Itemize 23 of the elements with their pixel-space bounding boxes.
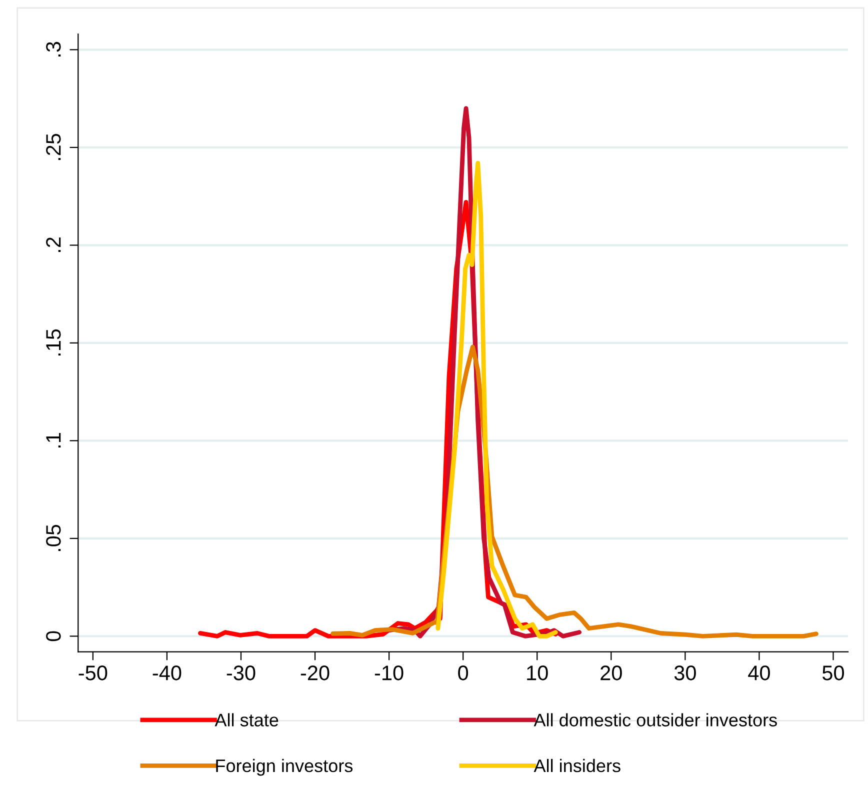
x-tick-label: -40 xyxy=(152,666,182,680)
x-tick-label: 50 xyxy=(822,666,844,680)
x-tick-label: 20 xyxy=(600,666,622,680)
legend-label: All insiders xyxy=(534,758,620,772)
x-tick-label: 30 xyxy=(674,666,696,680)
x-tick-label: 10 xyxy=(527,666,548,680)
y-tick-label: .3 xyxy=(46,42,61,56)
y-tick-label: .15 xyxy=(46,329,61,356)
legend-label: All state xyxy=(214,713,278,726)
x-tick-label: -50 xyxy=(78,666,108,680)
y-tick-label: .2 xyxy=(46,238,61,252)
y-tick-label: 0 xyxy=(46,631,61,642)
x-tick-label: -30 xyxy=(226,666,256,680)
legend-label: All domestic outsider investors xyxy=(534,713,777,726)
y-tick-label: .1 xyxy=(46,433,61,448)
x-tick-label: 40 xyxy=(748,666,770,680)
x-tick-label: 0 xyxy=(458,666,468,680)
y-tick-label: .25 xyxy=(46,134,61,160)
y-tick-label: .05 xyxy=(46,524,61,552)
x-tick-label: -20 xyxy=(300,666,330,680)
x-tick-label: -10 xyxy=(374,666,404,680)
line-series xyxy=(436,160,558,638)
legend-label: Foreign investors xyxy=(216,758,353,776)
